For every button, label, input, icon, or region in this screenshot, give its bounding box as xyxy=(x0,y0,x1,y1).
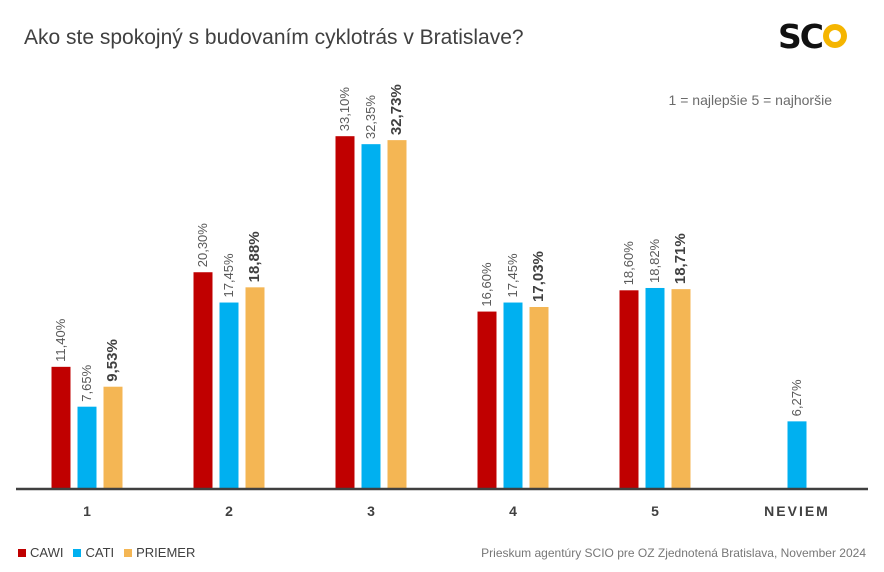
x-tick-label-neviem: NEVIEM xyxy=(764,503,830,519)
data-label-cati-neviem: 6,27% xyxy=(789,379,804,416)
bar-cawi-3 xyxy=(335,136,355,489)
x-tick-label-3: 3 xyxy=(367,503,375,519)
data-label-priemer-5: 18,71% xyxy=(672,233,689,284)
data-label-cati-3: 32,35% xyxy=(363,95,378,140)
bar-cati-2 xyxy=(219,302,239,488)
data-label-cawi-1: 11,40% xyxy=(53,318,68,362)
data-label-cati-5: 18,82% xyxy=(647,238,662,283)
legend: CAWI CATI PRIEMER xyxy=(18,545,195,560)
chart-title: Ako ste spokojný s budovaním cyklotrás v… xyxy=(24,26,524,49)
logo-text: SC xyxy=(778,16,824,56)
logo-mark-icon xyxy=(823,24,847,48)
legend-swatch-cati xyxy=(73,548,82,557)
legend-swatch-cawi xyxy=(18,548,26,557)
bar-priemer-3 xyxy=(387,140,407,488)
bar-priemer-1 xyxy=(103,386,123,488)
source-note: Prieskum agentúry SCIO pre OZ Zjednotená… xyxy=(481,546,866,560)
data-label-priemer-2: 18,88% xyxy=(246,231,263,282)
legend-swatch-priemer xyxy=(124,548,133,557)
data-label-priemer-1: 9,53% xyxy=(104,339,121,382)
data-label-cati-1: 7,65% xyxy=(79,364,94,401)
x-tick-label-1: 1 xyxy=(83,503,91,519)
bar-cati-1 xyxy=(77,406,97,488)
data-label-cawi-3: 33,10% xyxy=(337,87,352,132)
bar-cati-4 xyxy=(503,302,523,488)
data-label-cawi-5: 18,60% xyxy=(621,241,636,286)
data-label-cati-2: 17,45% xyxy=(221,253,236,298)
bar-cawi-2 xyxy=(193,272,213,488)
bar-cati-5 xyxy=(645,287,665,488)
legend-item-cawi: CAWI xyxy=(18,545,63,560)
scio-logo: SC xyxy=(778,16,847,56)
data-label-priemer-3: 32,73% xyxy=(388,84,405,135)
bar-priemer-4 xyxy=(529,306,549,488)
bar-cawi-4 xyxy=(477,311,497,488)
x-tick-label-4: 4 xyxy=(509,503,517,519)
bar-cawi-1 xyxy=(51,366,71,488)
data-label-priemer-4: 17,03% xyxy=(530,251,547,302)
legend-label-priemer: PRIEMER xyxy=(136,545,196,560)
bar-priemer-2 xyxy=(245,287,265,488)
legend-item-cati: CATI xyxy=(73,545,114,560)
data-label-cawi-2: 20,30% xyxy=(195,223,210,268)
legend-label-cati: CATI xyxy=(85,545,115,560)
bar-cati-neviem xyxy=(787,421,807,488)
x-tick-label-2: 2 xyxy=(225,503,233,519)
scale-note: 1 = najlepšie 5 = najhoršie xyxy=(668,92,832,108)
bar-priemer-5 xyxy=(671,289,691,488)
legend-item-priemer: PRIEMER xyxy=(124,545,195,560)
x-tick-label-5: 5 xyxy=(651,503,659,519)
bar-cati-3 xyxy=(361,144,381,488)
bar-cawi-5 xyxy=(619,290,639,488)
data-label-cati-4: 17,45% xyxy=(505,253,520,298)
legend-label-cawi: CAWI xyxy=(30,545,64,560)
data-label-cawi-4: 16,60% xyxy=(479,262,494,307)
